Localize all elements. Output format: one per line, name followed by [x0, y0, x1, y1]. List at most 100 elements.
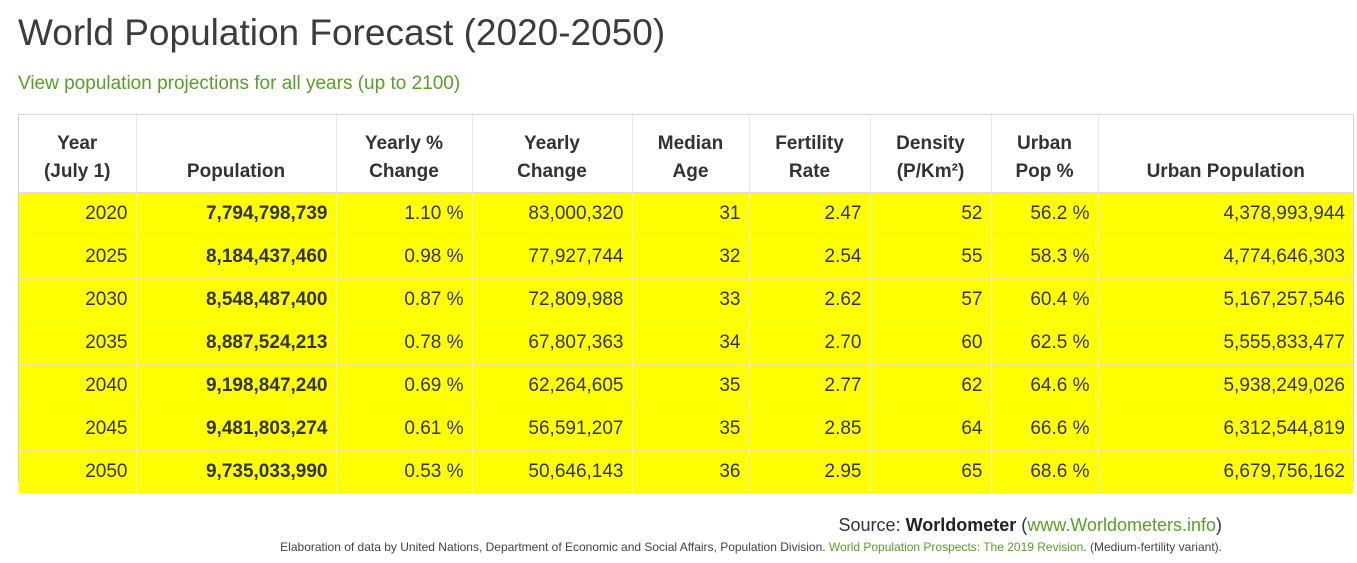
table-row: 2025 8,184,437,460 0.98 % 77,927,744 32 2.54 5… [19, 235, 1353, 279]
cell-year: 2020 [19, 192, 137, 236]
cell-urban-population: 4,774,646,303 [1098, 235, 1353, 279]
column-header-yearly-change[interactable]: Yearly Change [472, 115, 633, 193]
population-forecast-table-container: Year (July 1) Population Yearly % Change Year… [18, 114, 1354, 493]
cell-fertility-rate: 2.77 [749, 364, 871, 408]
column-header-line2: (July 1) [43, 161, 111, 182]
column-header-line1: Fertility [775, 133, 844, 154]
cell-yearly-change: 50,646,143 [472, 450, 633, 493]
column-header-line1: Year [57, 133, 98, 154]
cell-urban-pop-pct: 62.5 % [991, 321, 1099, 365]
column-header-line2: Population [186, 161, 286, 182]
cell-urban-population: 6,312,544,819 [1098, 407, 1353, 451]
cell-fertility-rate: 2.54 [749, 235, 871, 279]
footnote: Elaboration of data by United Nations, D… [280, 540, 1222, 554]
cell-median-age: 32 [632, 235, 750, 279]
cell-yearly-pct-change: 0.61 % [336, 407, 473, 451]
cell-urban-pop-pct: 56.2 % [991, 192, 1099, 236]
column-header-line2: Change [369, 161, 439, 182]
cell-density: 60 [870, 321, 992, 365]
table-header-row: Year (July 1) Population Yearly % Change Year… [19, 115, 1353, 193]
cell-year: 2050 [19, 450, 137, 493]
cell-urban-population: 5,938,249,026 [1098, 364, 1353, 408]
cell-urban-pop-pct: 60.4 % [991, 278, 1099, 322]
cell-year: 2025 [19, 235, 137, 279]
column-header-median-age[interactable]: Median Age [632, 115, 750, 193]
cell-yearly-pct-change: 0.69 % [336, 364, 473, 408]
cell-yearly-change: 62,264,605 [472, 364, 633, 408]
cell-median-age: 31 [632, 192, 750, 236]
cell-fertility-rate: 2.95 [749, 450, 871, 493]
cell-year: 2040 [19, 364, 137, 408]
cell-urban-pop-pct: 58.3 % [991, 235, 1099, 279]
cell-yearly-change: 72,809,988 [472, 278, 633, 322]
cell-yearly-pct-change: 0.53 % [336, 450, 473, 493]
column-header-line2: Urban Population [1146, 161, 1305, 182]
footnote-text: Elaboration of data by United Nations, D… [280, 540, 829, 554]
column-header-urban-pop-pct[interactable]: Urban Pop % [991, 115, 1099, 193]
cell-density: 64 [870, 407, 992, 451]
cell-urban-population: 6,679,756,162 [1098, 450, 1353, 493]
cell-urban-pop-pct: 66.6 % [991, 407, 1099, 451]
column-header-line2: Age [672, 161, 709, 182]
cell-population: 9,735,033,990 [136, 450, 337, 493]
page-title: World Population Forecast (2020-2050) [18, 12, 666, 53]
table-row: 2030 8,548,487,400 0.87 % 72,809,988 33 2.62 5… [19, 278, 1353, 322]
cell-density: 62 [870, 364, 992, 408]
cell-population: 9,198,847,240 [136, 364, 337, 408]
table-row: 2045 9,481,803,274 0.61 % 56,591,207 35 2.85 6… [19, 407, 1353, 451]
cell-yearly-change: 83,000,320 [472, 192, 633, 236]
cell-yearly-pct-change: 1.10 % [336, 192, 473, 236]
column-header-line2: (P/Km²) [896, 161, 965, 182]
source-line: Source: Worldometer (www.Worldometers.in… [839, 515, 1222, 536]
cell-fertility-rate: 2.47 [749, 192, 871, 236]
column-header-line1 [1103, 130, 1350, 158]
column-header-fertility-rate[interactable]: Fertility Rate [749, 115, 871, 193]
cell-fertility-rate: 2.85 [749, 407, 871, 451]
cell-median-age: 34 [632, 321, 750, 365]
cell-population: 8,548,487,400 [136, 278, 337, 322]
cell-density: 55 [870, 235, 992, 279]
table-body: 2020 7,794,798,739 1.10 % 83,000,320 31 2.47 5… [19, 192, 1353, 493]
cell-year: 2030 [19, 278, 137, 322]
cell-fertility-rate: 2.70 [749, 321, 871, 365]
cell-urban-population: 4,378,993,944 [1098, 192, 1353, 236]
cell-density: 65 [870, 450, 992, 493]
view-all-years-link[interactable]: View population projections for all year… [18, 73, 461, 94]
cell-median-age: 35 [632, 407, 750, 451]
cell-yearly-change: 67,807,363 [472, 321, 633, 365]
cell-median-age: 35 [632, 364, 750, 408]
column-header-line1: Urban [1017, 133, 1072, 154]
cell-median-age: 33 [632, 278, 750, 322]
column-header-urban-population[interactable]: Urban Population [1098, 115, 1353, 193]
cell-urban-population: 5,555,833,477 [1098, 321, 1353, 365]
table-row: 2035 8,887,524,213 0.78 % 67,807,363 34 2.70 6… [19, 321, 1353, 365]
cell-density: 52 [870, 192, 992, 236]
source-name: Worldometer [905, 515, 1017, 535]
cell-urban-pop-pct: 68.6 % [991, 450, 1099, 493]
cell-median-age: 36 [632, 450, 750, 493]
column-header-yearly-pct-change[interactable]: Yearly % Change [336, 115, 473, 193]
table-row: 2050 9,735,033,990 0.53 % 50,646,143 36 2.95 6… [19, 450, 1353, 493]
table-row: 2040 9,198,847,240 0.69 % 62,264,605 35 2.77 6… [19, 364, 1353, 408]
column-header-line1: Median [657, 133, 724, 154]
cell-yearly-change: 77,927,744 [472, 235, 633, 279]
cell-yearly-pct-change: 0.78 % [336, 321, 473, 365]
column-header-line1: Yearly [524, 133, 580, 154]
cell-yearly-pct-change: 0.98 % [336, 235, 473, 279]
footnote-suffix: . (Medium-fertility variant). [1083, 540, 1222, 554]
population-forecast-table: Year (July 1) Population Yearly % Change Year… [19, 115, 1353, 493]
table-row: 2020 7,794,798,739 1.10 % 83,000,320 31 2.47 5… [19, 192, 1353, 236]
cell-yearly-pct-change: 0.87 % [336, 278, 473, 322]
source-link-open: ( [1016, 515, 1028, 535]
column-header-population[interactable]: Population [136, 115, 337, 193]
column-header-density[interactable]: Density (P/Km²) [870, 115, 992, 193]
source-prefix: Source: [838, 515, 906, 535]
column-header-line1 [141, 130, 332, 158]
column-header-year[interactable]: Year (July 1) [19, 115, 137, 193]
cell-fertility-rate: 2.62 [749, 278, 871, 322]
cell-year: 2035 [19, 321, 137, 365]
cell-year: 2045 [19, 407, 137, 451]
wpp-2019-link[interactable]: World Population Prospects: The 2019 Rev… [828, 540, 1084, 554]
worldometers-link[interactable]: www.Worldometers.info [1027, 515, 1216, 535]
column-header-line1: Density [896, 133, 965, 154]
